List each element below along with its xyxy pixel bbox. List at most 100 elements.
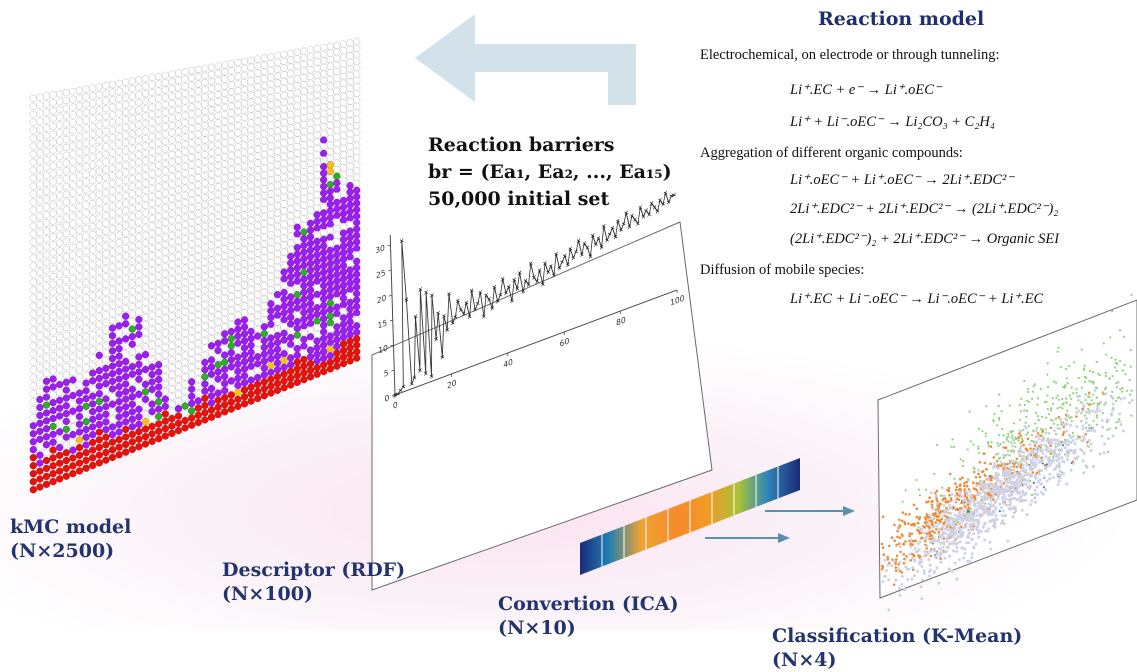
lattice-site [96, 352, 103, 359]
lattice-site [103, 121, 110, 128]
lattice-site [162, 138, 169, 145]
scatter-point [1006, 463, 1009, 466]
lattice-site [109, 370, 116, 377]
lattice-site [287, 300, 294, 307]
lattice-site [56, 153, 63, 160]
lattice-site [162, 307, 169, 314]
lattice-site [281, 126, 288, 133]
lattice-site [149, 97, 156, 104]
lattice-site [254, 173, 261, 180]
scatter-point [918, 518, 921, 521]
lattice-site [116, 232, 123, 239]
lattice-site [202, 287, 209, 294]
lattice-site [340, 197, 347, 204]
scatter-point [1082, 427, 1085, 430]
lattice-site [294, 163, 301, 170]
lattice-site [235, 375, 242, 382]
lattice-site [188, 306, 195, 313]
lattice-site [162, 94, 169, 101]
lattice-site [294, 352, 301, 359]
lattice-site [129, 190, 136, 197]
lattice-site [83, 271, 90, 278]
lattice-site [334, 94, 341, 101]
lattice-site [162, 366, 169, 373]
scatter-point [896, 536, 899, 539]
lattice-site [274, 319, 281, 326]
lattice-site [221, 111, 228, 118]
lattice-site [221, 253, 228, 260]
lattice-site [195, 131, 202, 138]
scatter-point [1021, 437, 1023, 439]
lattice-site [37, 285, 44, 292]
scatter-point [950, 499, 953, 502]
scatter-point [996, 424, 998, 426]
scatter-point [917, 542, 920, 545]
scatter-point [984, 474, 987, 477]
lattice-site [43, 441, 50, 448]
lattice-site [254, 111, 261, 118]
lattice-site [202, 373, 209, 380]
scatter-point [894, 566, 897, 569]
lattice-site [56, 326, 63, 333]
lattice-site [215, 120, 222, 127]
scatter-point [981, 501, 984, 504]
scatter-point [916, 507, 919, 510]
scatter-point [1008, 504, 1011, 507]
scatter-point [1021, 490, 1024, 493]
lattice-site [228, 166, 235, 173]
lattice-site [188, 154, 195, 161]
lattice-site [30, 343, 37, 350]
lattice-site [353, 77, 360, 84]
lattice-site [149, 349, 156, 356]
lattice-site [235, 143, 242, 150]
lattice-site [320, 309, 327, 316]
lattice-site [347, 208, 354, 215]
scatter-point [1092, 394, 1095, 397]
lattice-site [162, 411, 169, 418]
lattice-site [155, 435, 162, 442]
lattice-site [182, 214, 189, 221]
lattice-site [254, 374, 261, 381]
lattice-site [215, 276, 222, 283]
lattice-site [320, 117, 327, 124]
lattice-site [195, 203, 202, 210]
lattice-site [43, 449, 50, 456]
lattice-site [70, 228, 77, 235]
lattice-site [334, 81, 341, 88]
lattice-site [327, 267, 334, 274]
lattice-site [261, 317, 268, 324]
lattice-site [221, 380, 228, 387]
lattice-site [334, 114, 341, 121]
scatter-point [1038, 473, 1041, 476]
lattice-site [320, 335, 327, 342]
lattice-site [228, 110, 235, 117]
lattice-site [261, 248, 268, 255]
lattice-site [202, 388, 209, 395]
lattice-site [122, 441, 129, 448]
lattice-site [261, 199, 268, 206]
lattice-site [294, 278, 301, 285]
lattice-site [63, 348, 70, 355]
lattice-site [215, 63, 222, 70]
scatter-point [911, 557, 914, 560]
lattice-site [347, 228, 354, 235]
scatter-point [1053, 429, 1056, 432]
lattice-site [320, 97, 327, 104]
lattice-site [83, 411, 90, 418]
lattice-site [142, 307, 149, 314]
lattice-site [334, 278, 341, 285]
scatter-point [1007, 433, 1009, 435]
scatter-point [1030, 474, 1033, 477]
scatter-point [910, 578, 913, 581]
lattice-site [340, 67, 347, 74]
lattice-site [261, 82, 268, 89]
lattice-site [202, 244, 209, 251]
lattice-site [235, 59, 242, 66]
scatter-point [1025, 473, 1028, 476]
lattice-site [320, 64, 327, 71]
lattice-site [109, 393, 116, 400]
scatter-point [1084, 376, 1086, 378]
lattice-site [195, 73, 202, 80]
scatter-point [985, 468, 988, 471]
lattice-site [221, 239, 228, 246]
